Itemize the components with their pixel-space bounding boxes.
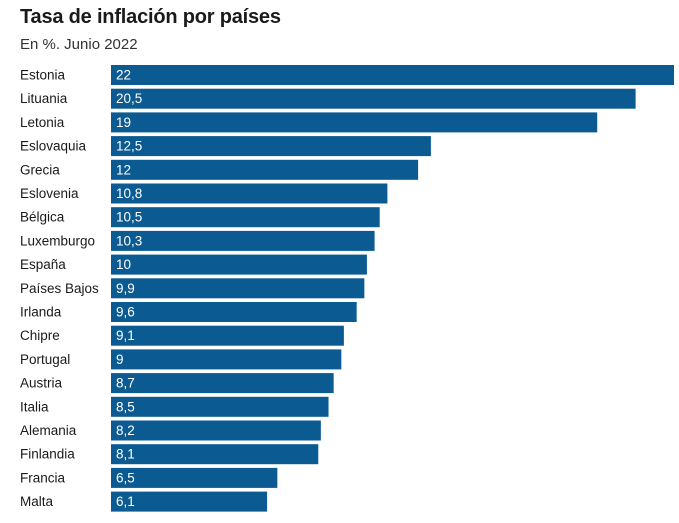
bar [111, 396, 329, 417]
category-label: Eslovaquia [20, 139, 87, 154]
category-label: Irlanda [20, 305, 62, 320]
bar [111, 159, 419, 180]
bar [111, 325, 344, 346]
bar-value-label: 6,5 [116, 470, 135, 485]
bar [111, 65, 674, 85]
category-label: Luxemburgo [20, 233, 95, 248]
category-label: Malta [20, 494, 54, 509]
bar-value-label: 12,5 [116, 139, 142, 154]
chart-subtitle: En %. Junio 2022 [20, 36, 138, 53]
bar [111, 112, 598, 133]
bar [111, 230, 375, 251]
category-label: Portugal [20, 352, 70, 367]
bar [111, 207, 380, 228]
bar [111, 420, 321, 441]
bar-value-label: 9,6 [116, 305, 135, 320]
bar [111, 88, 636, 109]
bar-value-label: 9 [116, 352, 124, 367]
bar [111, 491, 268, 512]
category-label: Lituania [20, 91, 68, 106]
bar-value-label: 10,3 [116, 233, 142, 248]
bar-value-label: 12 [116, 162, 131, 177]
category-label: Grecia [20, 162, 60, 177]
bar-value-label: 8,5 [116, 399, 135, 414]
bar-value-label: 9,1 [116, 328, 135, 343]
category-label: España [20, 257, 66, 272]
category-label: Francia [20, 470, 66, 485]
category-label: Países Bajos [20, 281, 99, 296]
bar [111, 349, 342, 370]
category-label: Letonia [20, 115, 65, 130]
bar-value-label: 6,1 [116, 494, 135, 509]
bar [111, 183, 388, 204]
category-label: Bélgica [20, 210, 65, 225]
bar-value-label: 10 [116, 257, 131, 272]
bar-value-label: 10,8 [116, 186, 142, 201]
category-label: Austria [20, 376, 63, 391]
bar-value-label: 10,5 [116, 210, 142, 225]
chart-title: Tasa de inflación por países [20, 6, 281, 28]
category-label: Chipre [20, 328, 60, 343]
category-label: Finlandia [20, 447, 75, 462]
bar-value-label: 8,1 [116, 447, 135, 462]
bar [111, 302, 357, 322]
bar [111, 444, 319, 465]
category-label: Eslovenia [20, 186, 79, 201]
category-label: Estonia [20, 68, 66, 83]
bar-value-label: 9,9 [116, 281, 135, 296]
category-label: Alemania [20, 423, 77, 438]
bar-value-label: 8,2 [116, 423, 135, 438]
bar [111, 373, 334, 394]
bar-value-label: 20,5 [116, 91, 142, 106]
bar-value-label: 8,7 [116, 376, 135, 391]
bar [111, 254, 367, 275]
bar [111, 278, 365, 299]
bar-value-label: 19 [116, 115, 131, 130]
category-label: Italia [20, 399, 49, 414]
bar-value-label: 22 [116, 68, 131, 83]
bar [111, 467, 278, 488]
bar [111, 136, 431, 157]
